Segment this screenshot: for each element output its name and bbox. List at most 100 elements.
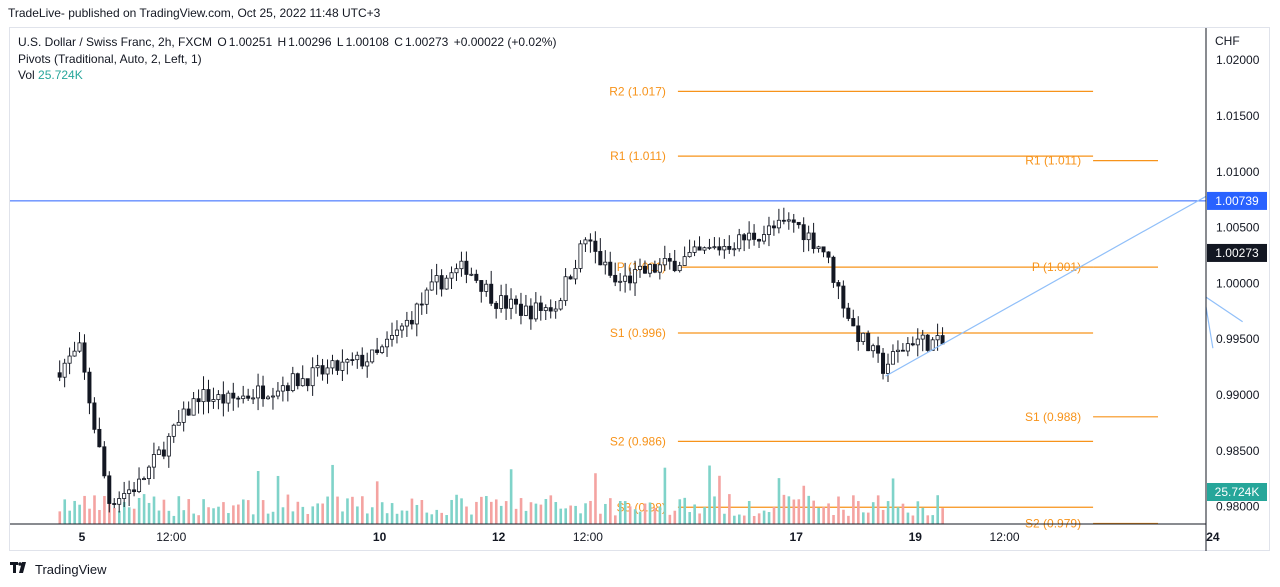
volume-bar [147,502,151,524]
candle-body [603,261,608,266]
candle-body [697,246,702,251]
volume-bar [767,512,771,524]
candle-body [107,475,112,504]
candle-body [459,260,464,270]
volume-bar [871,502,875,524]
candle-body [568,276,573,280]
candle-body [652,264,657,273]
candle-body [484,283,489,292]
candle-body [246,395,251,399]
volume-bar [698,513,701,524]
volume-bar [187,499,191,524]
candle-body [846,307,851,319]
volume-bar [127,507,131,524]
candle-body [900,349,905,352]
candle-body [330,360,335,369]
y-tick-label: 0.99500 [1216,332,1260,346]
y-tick-label: 1.00500 [1216,221,1260,235]
candle-body [538,302,543,311]
volume-bar [395,513,399,524]
volume-bar [728,494,731,524]
candle-body [623,275,628,282]
x-tick-label: 10 [373,530,387,544]
y-tick-label: 0.98500 [1216,444,1260,458]
volume-bar [232,505,235,524]
candle-body [836,282,841,287]
volume-bar [886,501,890,524]
candle-body [320,365,325,375]
candle-body [801,224,806,241]
volume-bar [757,513,761,524]
candle-body [871,345,876,352]
volume-bar [762,510,766,524]
volume-bar [311,506,315,524]
volume-bar [921,507,925,524]
volume-bar [589,500,592,524]
trendline [1205,296,1243,323]
candle-body [479,280,484,292]
candle-body [57,372,62,378]
candle-body [489,283,494,304]
candle-body [191,398,196,416]
volume-bar [544,499,548,524]
candle-body [776,219,781,229]
candle-body [181,408,186,423]
candle-body [523,305,528,316]
footer-brand: TradingView [35,562,107,577]
candle-body [141,478,146,480]
volume-bar [58,511,62,524]
tradingview-footer[interactable]: TradingView [10,562,107,577]
volume-bar [866,512,870,524]
candle-body [851,318,856,327]
legend-low-label: L [336,35,344,49]
candle-body [251,397,256,400]
volume-bar [207,507,210,524]
volume-bar [182,510,186,524]
candle-body [558,300,563,310]
x-tick-label: 12:00 [156,530,186,544]
legend-low: 1.00108 [345,35,389,49]
legend-indicator[interactable]: Pivots (Traditional, Auto, 2, Left, 1) [18,51,202,66]
volume-bar [142,494,146,524]
candle-body [370,349,375,363]
candle-body [806,232,811,241]
y-tick-label: 1.00000 [1216,276,1260,290]
volume-bar [926,515,930,524]
candle-body [876,345,881,354]
volume-bar [703,507,706,524]
candle-body [742,234,747,241]
volume-bar [256,471,260,524]
candle-body [881,352,886,374]
volume-bar [633,509,637,524]
x-tick-label: 12 [492,530,506,544]
candle-body [727,245,732,250]
candle-body [762,234,767,242]
volume-bar [197,515,200,524]
candle-body [677,265,682,272]
volume-bar [569,505,572,524]
volume-bar [688,512,691,524]
candle-body [256,385,261,399]
overlay-lines [10,195,1243,377]
last-price-tag: 1.00273 [1215,246,1259,260]
candle-body [176,421,181,426]
volume-bar [777,478,781,524]
candle-body [419,303,424,306]
candle-body [682,256,687,266]
candle-body [389,335,394,340]
last-price-tag-bg [1207,243,1267,262]
volume-bar [549,495,553,524]
x-tick-label: 19 [909,530,923,544]
legend-volume-row[interactable]: Vol 25.724K [18,67,558,84]
candle-body [811,232,816,249]
candle-body [454,268,459,274]
volume-bar [936,495,939,524]
volume-bar [316,503,319,524]
volume-bar [594,473,597,524]
volume-bar [291,511,295,524]
candle-body [236,397,241,400]
volume-bar [217,506,220,524]
volume-bar [916,501,920,524]
volume-bar [708,465,711,524]
